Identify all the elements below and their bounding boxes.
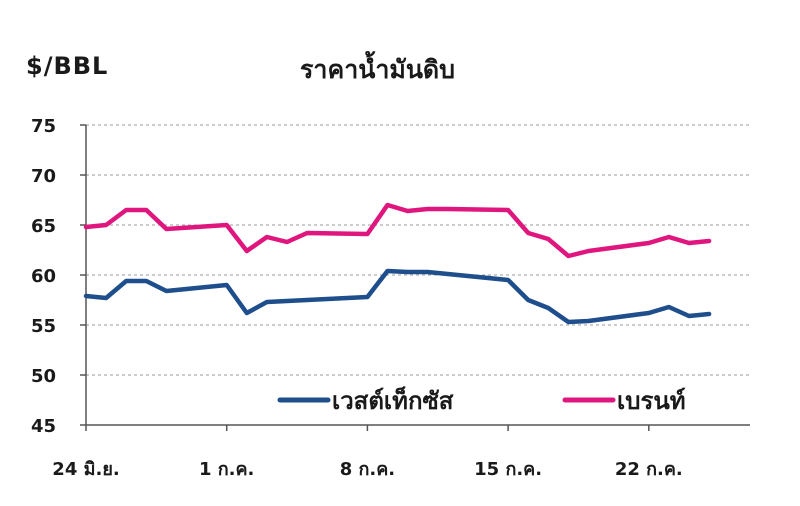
y-tick-label: 70 (31, 166, 56, 187)
y-tick-label: 45 (31, 416, 56, 437)
y-tick-label: 65 (31, 216, 56, 237)
series-lines (83, 202, 712, 325)
y-tick-label: 60 (31, 266, 56, 287)
x-tick-labels: 24 มิ.ย. 1 ก.ค. 8 ก.ค. 15 ก.ค. 22 ก.ค. (52, 459, 682, 480)
legend-label: เวสต์เท็กซัส (332, 386, 454, 415)
x-tick-label: 22 ก.ค. (615, 459, 683, 480)
legend-label: เบรนท์ (617, 387, 686, 415)
chart-title: ราคาน้ำมันดิบ (300, 55, 456, 84)
series-line-1 (83, 202, 712, 259)
axes (80, 124, 750, 431)
gridlines (86, 124, 750, 376)
series-line-0 (83, 268, 712, 325)
y-tick-labels: 75 70 65 60 55 50 45 (31, 116, 56, 437)
x-tick-label: 24 มิ.ย. (52, 459, 119, 480)
y-tick-label: 55 (31, 316, 56, 337)
x-tick-label: 15 ก.ค. (474, 459, 542, 480)
x-tick-label: 1 ก.ค. (199, 459, 254, 480)
legend: เวสต์เท็กซัส เบรนท์ (277, 386, 686, 415)
y-tick-label: 75 (31, 116, 56, 137)
y-tick-label: 50 (31, 366, 56, 387)
x-tick-label: 8 ก.ค. (340, 459, 395, 480)
y-axis-unit-label: $/BBL (26, 52, 109, 80)
